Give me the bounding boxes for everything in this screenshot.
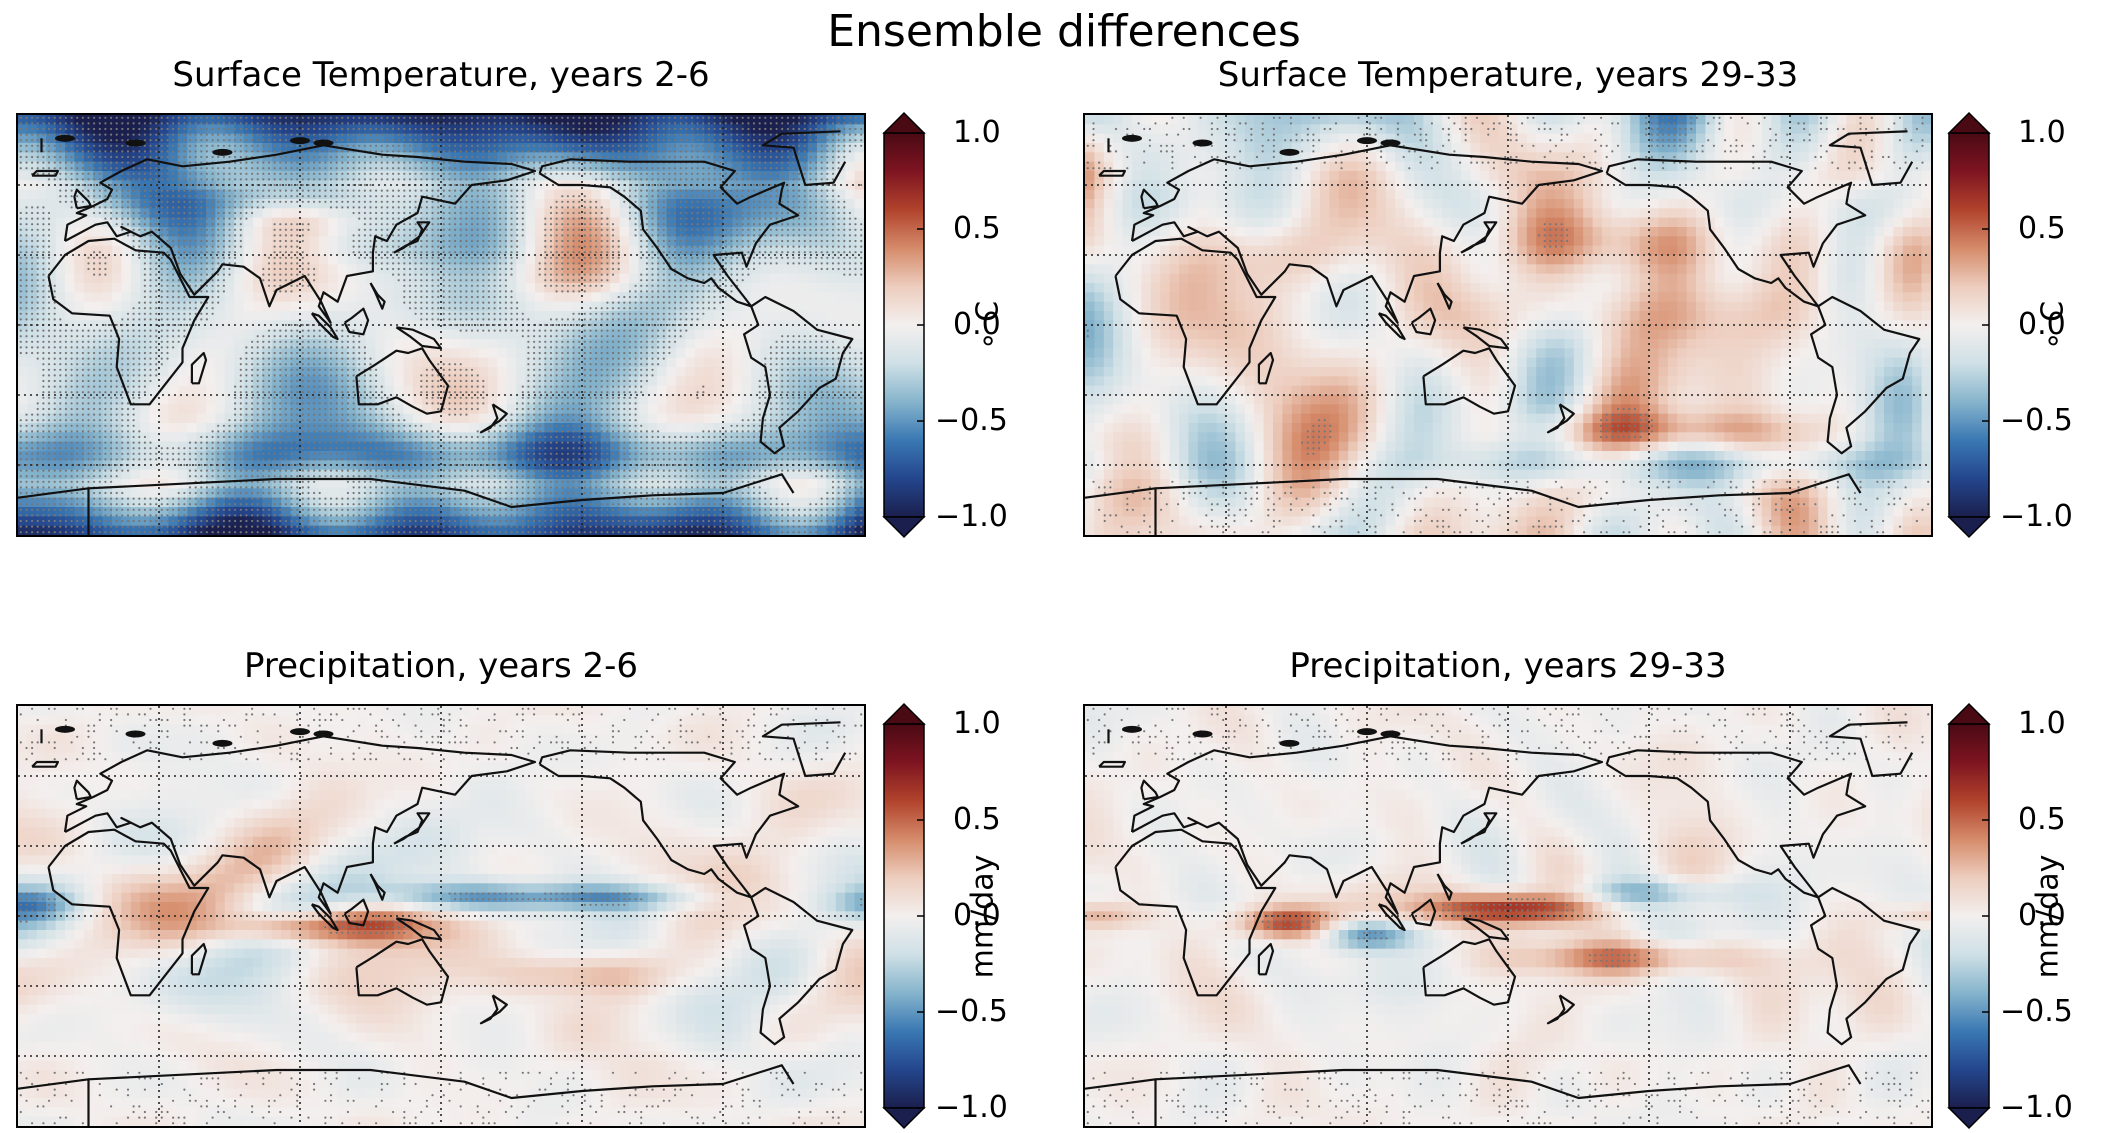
- graticule: [18, 706, 864, 1126]
- panel-precip-29-33: Precipitation, years 29-33: [1083, 646, 1933, 1128]
- extend-top: [882, 702, 926, 725]
- field: [1085, 706, 1931, 1126]
- tick-label: −1.0: [2000, 1090, 2073, 1125]
- graticule: [1085, 115, 1931, 535]
- tick-label: 0.5: [2018, 802, 2066, 837]
- panel-title: Surface Temperature, years 2-6: [16, 55, 866, 95]
- panel-precip-2-6: Precipitation, years 2-6: [16, 646, 866, 1128]
- extend-top: [882, 111, 926, 134]
- tick-label: 0.5: [953, 802, 1001, 837]
- map-temp-29-33: [1083, 113, 1933, 537]
- panel-title: Surface Temperature, years 29-33: [1083, 55, 1933, 95]
- tick-label: −1.0: [935, 499, 1008, 534]
- map-temp-2-6: [16, 113, 866, 537]
- tick-label: −1.0: [935, 1090, 1008, 1125]
- colorbar-gradient: [1947, 111, 1991, 539]
- extend-bottom: [882, 516, 926, 539]
- tick-label: 0.0: [953, 307, 1001, 342]
- coastlines: [18, 130, 854, 535]
- tick-label: 0.0: [953, 898, 1001, 933]
- colorbar-precip-29-33: mm/day 1.0 0.5 0.0 −0.5 −1.0: [1947, 702, 2073, 1130]
- tick-label: −0.5: [2000, 994, 2073, 1029]
- panel-temp-29-33: Surface Temperature, years 29-33: [1083, 55, 1933, 537]
- colorbar-temp-2-6: ∘ C 1.0 0.5 0.0 −0.5 −1.0: [882, 111, 1008, 539]
- tick-label: −0.5: [935, 403, 1008, 438]
- tick-label: 1.0: [953, 706, 1001, 741]
- graticule: [1085, 706, 1931, 1126]
- tick-label: −0.5: [2000, 403, 2073, 438]
- coastlines: [1085, 130, 1921, 535]
- tick-label: 0.0: [2018, 898, 2066, 933]
- extend-bottom: [1947, 1107, 1991, 1130]
- graticule: [18, 115, 864, 535]
- colorbar-gradient: [882, 702, 926, 1130]
- stippling: [1086, 116, 1930, 534]
- tick-label: 0.5: [953, 211, 1001, 246]
- panel-temp-2-6: Surface Temperature, years 2-6: [16, 55, 866, 537]
- colorbar-temp-29-33: ∘ C 1.0 0.5 0.0 −0.5 −1.0: [1947, 111, 2073, 539]
- extend-top: [1947, 702, 1991, 725]
- field: [18, 706, 864, 1126]
- tick-label: 1.0: [2018, 115, 2066, 150]
- colorbar-precip-2-6: mm/day 1.0 0.5 0.0 −0.5 −1.0: [882, 702, 1008, 1130]
- stippling: [19, 116, 863, 534]
- tick-label: 0.0: [2018, 307, 2066, 342]
- coastlines: [1085, 721, 1921, 1126]
- extend-bottom: [1947, 516, 1991, 539]
- tick-label: 0.5: [2018, 211, 2066, 246]
- panel-title: Precipitation, years 29-33: [1083, 646, 1933, 686]
- tick-label: 1.0: [953, 115, 1001, 150]
- tick-label: −0.5: [935, 994, 1008, 1029]
- tick-label: 1.0: [2018, 706, 2066, 741]
- colorbar-gradient: [882, 111, 926, 539]
- map-precip-29-33: [1083, 704, 1933, 1128]
- coastlines: [18, 721, 854, 1126]
- panel-title: Precipitation, years 2-6: [16, 646, 866, 686]
- map-precip-2-6: [16, 704, 866, 1128]
- colorbar-gradient: [1947, 702, 1991, 1130]
- tick-label: −1.0: [2000, 499, 2073, 534]
- extend-top: [1947, 111, 1991, 134]
- extend-bottom: [882, 1107, 926, 1130]
- figure-title: Ensemble differences: [0, 6, 2128, 57]
